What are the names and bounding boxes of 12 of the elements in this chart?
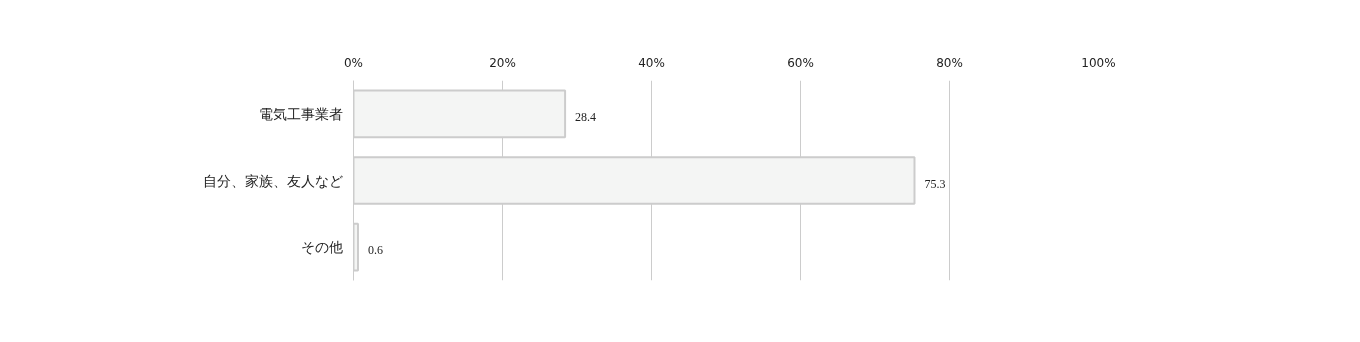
- y-tick-label: その他: [300, 239, 343, 256]
- data-label: 28.4: [575, 109, 597, 124]
- y-tick-label: 自分、家族、友人など: [202, 172, 343, 189]
- x-tick-label: 0%: [343, 55, 364, 70]
- y-tick-label: 電気工事業者: [258, 105, 343, 122]
- x-tick-label: 80%: [936, 55, 963, 70]
- x-tick-label: 40%: [638, 55, 665, 70]
- x-tick-label: 100%: [1081, 55, 1116, 70]
- data-label: 75.3: [924, 176, 946, 191]
- x-tick-label: 20%: [489, 55, 516, 70]
- data-label: 0.6: [367, 243, 383, 258]
- x-tick-label: 60%: [787, 55, 814, 70]
